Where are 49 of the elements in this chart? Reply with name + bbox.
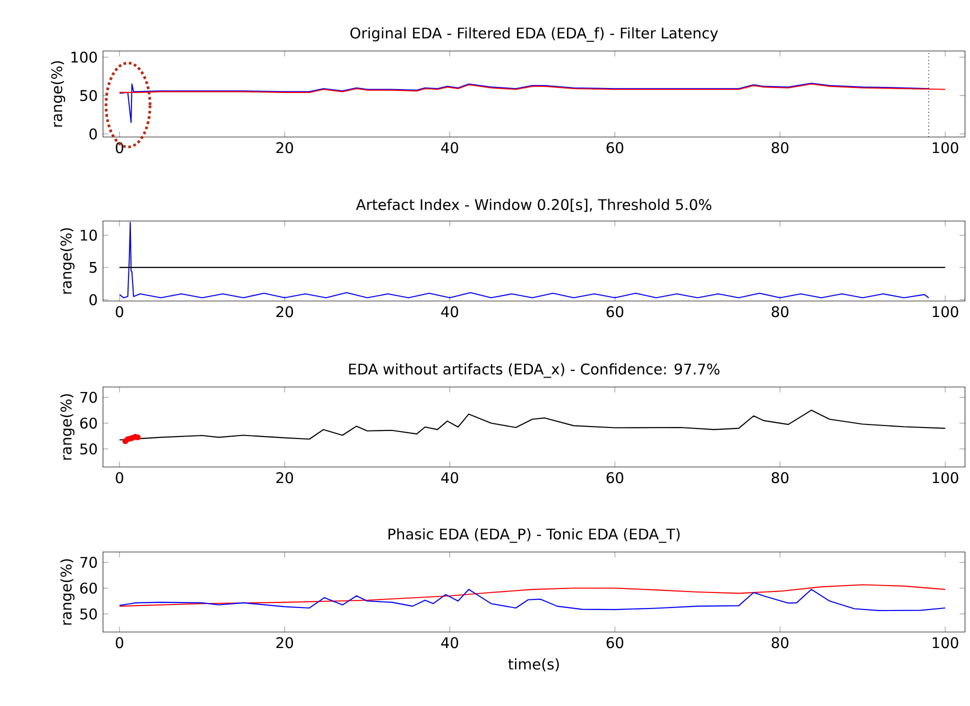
x-tick-label: 100 <box>932 637 958 648</box>
y-tick-label: 70 <box>80 556 97 568</box>
line-series <box>118 222 930 298</box>
y-tick-label: 0 <box>89 294 97 306</box>
x-tick-label: 80 <box>772 306 788 318</box>
line-series <box>118 584 946 607</box>
x-tick-label: 100 <box>932 472 958 484</box>
x-tick-label: 40 <box>441 306 458 318</box>
chart-title: Phasic EDA (EDA_P) - Tonic EDA (EDA_T) <box>388 528 680 543</box>
x-tick-label: 0 <box>116 142 124 154</box>
x-tick-label: 0 <box>116 637 124 648</box>
y-tick-label: 100 <box>71 52 97 63</box>
y-tick-label: 5 <box>90 262 97 273</box>
y-tick-label: 70 <box>80 392 97 403</box>
y-axis-title: range(%) <box>60 228 74 294</box>
x-tick-label: 20 <box>276 306 293 318</box>
x-tick-label: 60 <box>606 306 624 318</box>
y-axis-title: range(%) <box>60 559 74 625</box>
y-tick-label: 50 <box>80 90 97 102</box>
y-tick-label: 60 <box>80 418 97 429</box>
x-tick-label: 20 <box>276 637 293 648</box>
x-tick-label: 60 <box>606 472 624 484</box>
x-tick-label: 80 <box>772 472 788 484</box>
x-tick-label: 40 <box>441 472 458 484</box>
x-tick-label: 0 <box>116 306 124 318</box>
x-tick-label: 0 <box>116 472 124 484</box>
x-tick-label: 40 <box>441 637 458 648</box>
x-tick-label: 100 <box>932 142 958 154</box>
x-tick-label: 20 <box>276 142 293 154</box>
x-tick-label: 40 <box>441 142 458 154</box>
line-series <box>118 410 946 440</box>
y-tick-label: 10 <box>80 230 97 241</box>
line-series <box>118 588 946 612</box>
x-tick-label: 20 <box>276 472 293 484</box>
y-tick-label: 50 <box>80 443 97 454</box>
y-tick-label: 50 <box>80 608 97 620</box>
chart-title: EDA without artifacts (EDA_x) - Confidence: 97.7% <box>349 363 720 378</box>
x-tick-label: 60 <box>606 637 624 648</box>
chart-title: Artefact Index - Window 0.20[s], Threshold 5.0% <box>356 198 712 212</box>
y-tick-label: 60 <box>80 582 97 594</box>
chart-title: Original EDA - Filtered EDA (EDA_f) - Filter Latency <box>350 27 718 42</box>
x-tick-label: 60 <box>606 142 624 154</box>
x-tick-label: 80 <box>772 142 788 154</box>
x-axis-title: time(s) <box>508 658 559 672</box>
x-tick-label: 80 <box>772 637 788 648</box>
x-tick-label: 100 <box>932 306 958 318</box>
y-tick-label: 0 <box>89 128 97 140</box>
y-axis-title: range(%) <box>50 61 66 127</box>
y-axis-title: range(%) <box>60 394 74 460</box>
